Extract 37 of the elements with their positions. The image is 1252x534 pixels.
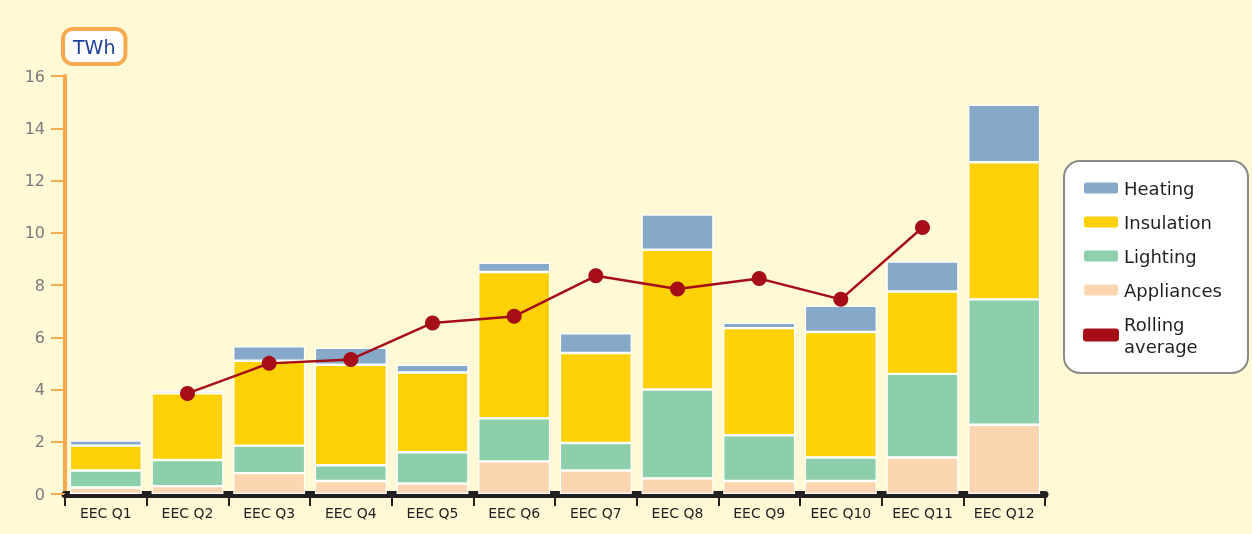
- y-tick-label: 14: [24, 118, 45, 138]
- y-tick-label: 8: [34, 275, 45, 295]
- y-axis-title: TWh: [72, 35, 116, 58]
- y-tick-label: 16: [24, 66, 45, 86]
- point: [588, 268, 604, 284]
- legend-label: Insulation: [1124, 211, 1213, 233]
- x-tick-label: EEC Q12: [973, 505, 1035, 521]
- y-tick-label: 12: [24, 171, 45, 190]
- legend-label: Lighting: [1124, 245, 1197, 267]
- x-tick-label: EEC Q6: [488, 505, 541, 521]
- x-tick-label: EEC Q2: [161, 505, 214, 521]
- y-tick-label: 0: [34, 484, 45, 504]
- x-tick-label: EEC Q9: [733, 505, 786, 521]
- point: [751, 270, 767, 286]
- point: [425, 315, 440, 331]
- legend-label: Appliances: [1124, 279, 1222, 301]
- legend-label: Rolling average: [1124, 313, 1198, 357]
- point: [915, 220, 930, 236]
- point: [343, 351, 359, 367]
- x-tick-label: EEC Q10: [810, 505, 872, 521]
- x-tick-label: EEC Q11: [892, 505, 953, 521]
- y-tick-label: 10: [24, 223, 45, 243]
- x-tick-label: EEC Q8: [651, 505, 704, 521]
- x-tick-label: EEC Q4: [324, 505, 377, 521]
- point: [261, 355, 277, 371]
- x-tick-label: EEC Q5: [406, 505, 459, 521]
- point: [833, 291, 849, 307]
- x-tick-label: EEC Q7: [569, 505, 622, 521]
- point: [670, 281, 685, 297]
- y-tick-label: 2: [34, 432, 45, 452]
- point: [180, 385, 195, 401]
- legend-label: Heating: [1124, 177, 1195, 199]
- y-tick-label: 6: [34, 327, 45, 347]
- y-tick-label: 4: [34, 380, 45, 399]
- x-tick-label: EEC Q3: [243, 505, 296, 521]
- point: [506, 308, 522, 324]
- x-tick-label: EEC Q1: [79, 505, 132, 521]
